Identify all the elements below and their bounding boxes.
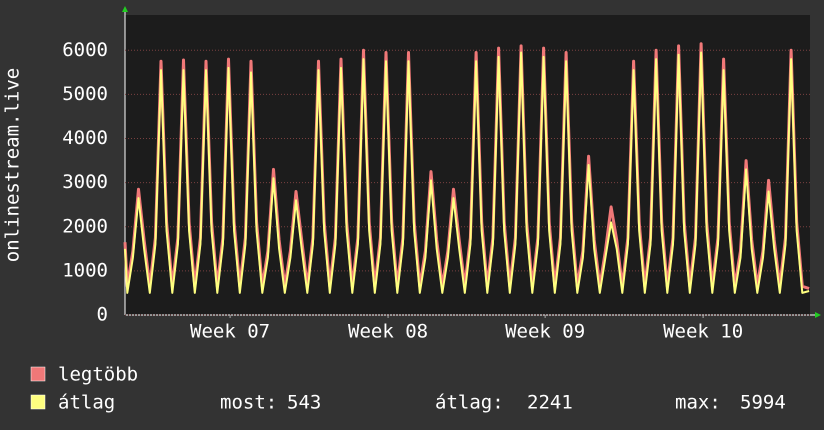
y-tick-label: 0 — [97, 304, 108, 326]
x-tick-label: Week 09 — [505, 321, 585, 343]
x-tick-label: Week 10 — [663, 321, 743, 343]
series-line — [124, 51, 810, 294]
stat-value: 5994 — [740, 392, 786, 414]
stat-value: 2241 — [527, 392, 573, 414]
y-tick-label: 2000 — [62, 215, 108, 237]
x-tick-label: Week 07 — [190, 321, 270, 343]
legend-swatch — [30, 366, 46, 382]
legend-label: átlag — [58, 392, 115, 414]
y-tick-label: 6000 — [62, 39, 108, 61]
stat-label: most: — [220, 392, 277, 414]
stat-label: átlag: — [435, 392, 504, 414]
y-tick-label: 3000 — [62, 171, 108, 193]
y-tick-label: 4000 — [62, 127, 108, 149]
legend-label: legtöbb — [58, 364, 138, 386]
y-arrow — [122, 6, 128, 12]
x-tick-label: Week 08 — [348, 321, 428, 343]
stat-value: 543 — [287, 392, 321, 414]
x-arrow — [815, 312, 821, 318]
y-tick-label: 1000 — [62, 259, 108, 281]
y-tick-label: 5000 — [62, 83, 108, 105]
legend-swatch — [30, 394, 46, 410]
y-axis-label: onlinestream.live — [2, 68, 24, 262]
stat-label: max: — [675, 392, 721, 414]
